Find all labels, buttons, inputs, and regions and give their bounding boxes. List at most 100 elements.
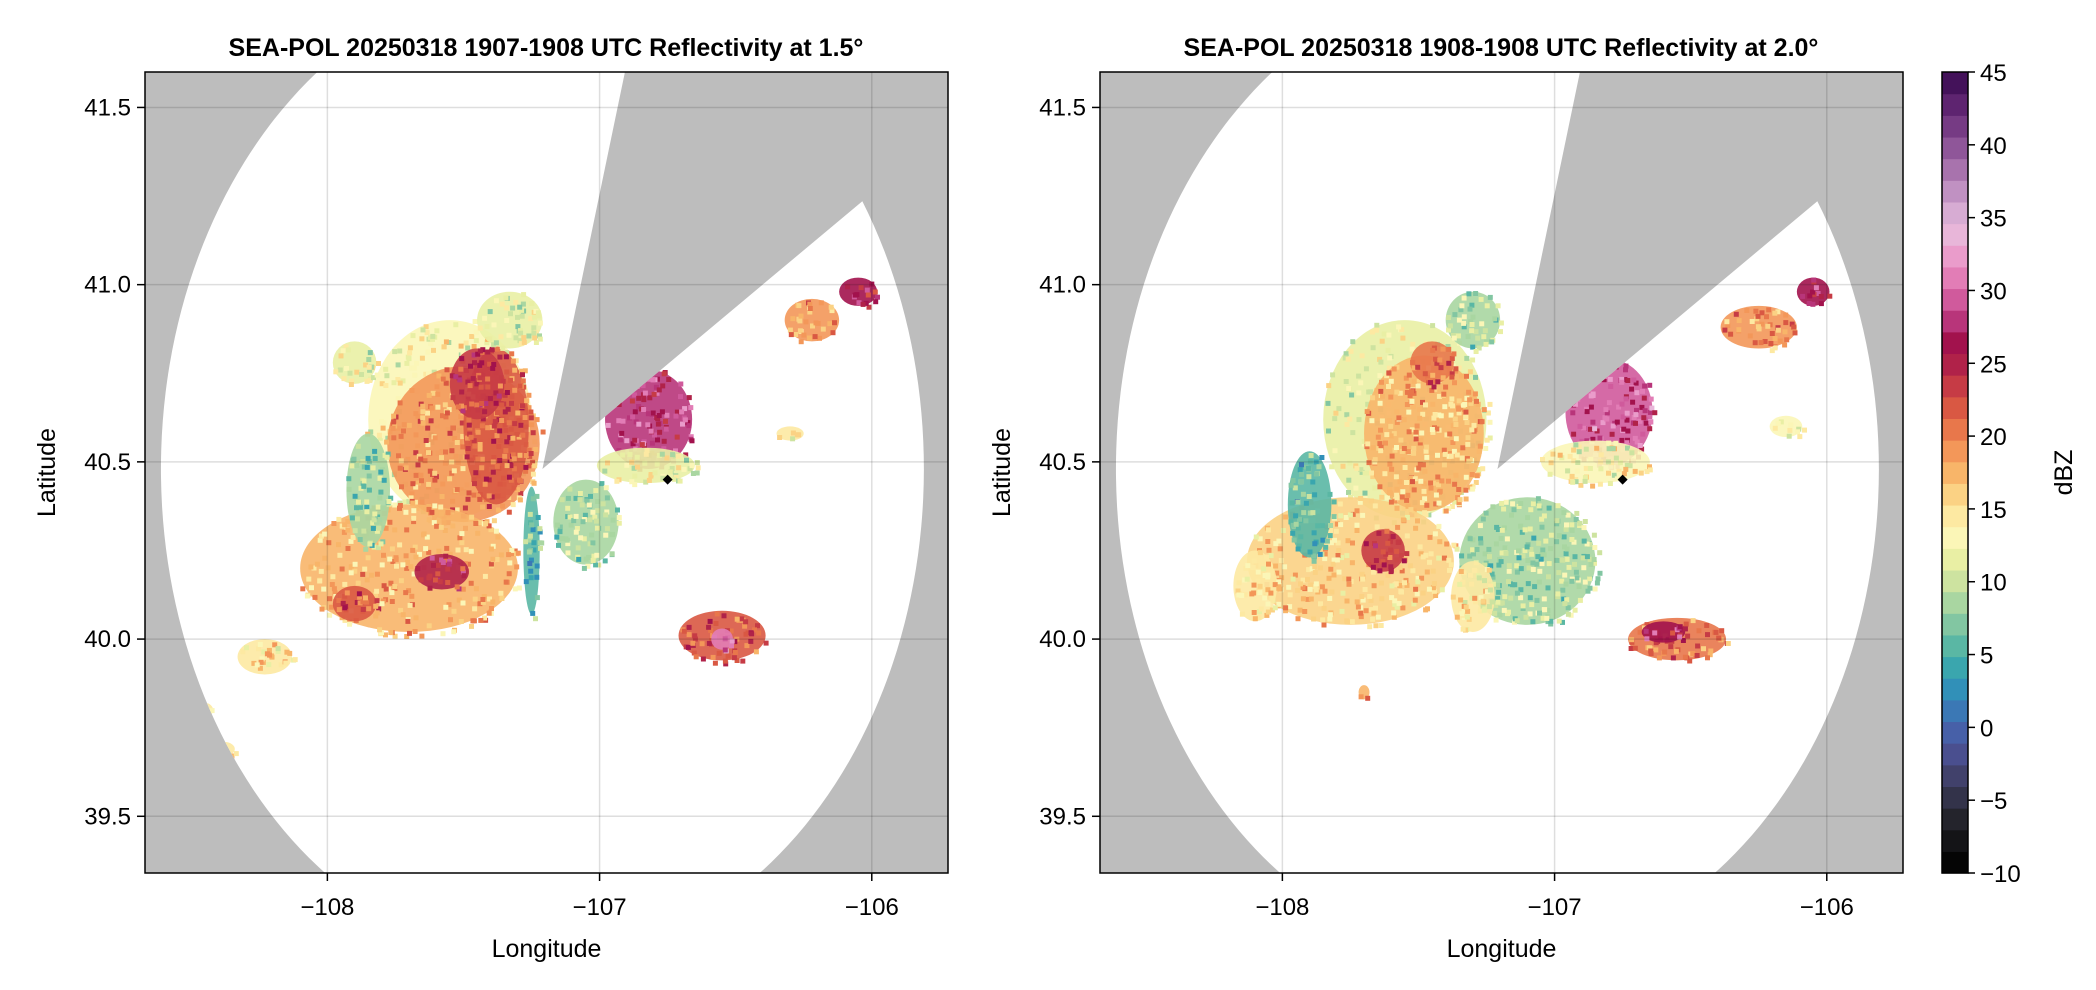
echo-pixel [497, 383, 503, 389]
echo-pixel [723, 661, 729, 667]
echo-pixel [1591, 557, 1597, 562]
echo-pixel [412, 499, 418, 505]
y-tick-label: 41.0 [1039, 272, 1086, 299]
echo-pixel [518, 491, 524, 497]
echo-pixel [364, 577, 370, 583]
echo-pixel [512, 367, 518, 373]
echo-pixel [473, 470, 479, 476]
echo-pixel [1434, 426, 1440, 432]
echo-pixel [676, 465, 682, 471]
echo-pixel [414, 360, 419, 366]
echo-pixel [873, 299, 879, 305]
echo-pixel [656, 453, 662, 458]
echo-pixel [1496, 589, 1502, 595]
colorbar-swatch [1942, 331, 1968, 355]
echo-pixel [856, 300, 862, 306]
echo-pixel [686, 395, 692, 401]
echo-pixel [1640, 431, 1646, 437]
echo-pixel [1475, 335, 1481, 341]
echo-pixel [373, 613, 379, 619]
echo-pixel [1495, 596, 1501, 602]
echo-pixel [1597, 570, 1603, 576]
echo-pixel [515, 410, 521, 416]
echo-pixel [691, 650, 697, 656]
echo-pixel [1428, 551, 1434, 557]
echo-pixel [554, 522, 560, 528]
echo-pixel [1306, 494, 1312, 499]
echo-pixel [1360, 512, 1366, 518]
echo-pixel [1315, 523, 1321, 529]
echo-pixel [813, 320, 819, 326]
echo-pixel [594, 525, 600, 531]
echo-pixel [1456, 410, 1462, 416]
echo-pixel [1464, 395, 1470, 401]
echo-pixel [845, 284, 851, 290]
echo-pixel [1772, 345, 1778, 351]
echo-pixel [673, 448, 678, 454]
colorbar-swatch [1942, 808, 1968, 831]
echo-pixel [714, 611, 720, 617]
echo-pixel [1392, 598, 1398, 604]
echo-pixel [604, 495, 610, 501]
echo-pixel [1492, 610, 1498, 616]
echo-pixel [424, 330, 430, 336]
echo-pixel [1322, 551, 1328, 557]
echo-pixel [1384, 528, 1390, 534]
echo-pixel [518, 328, 523, 334]
echo-pixel [497, 354, 503, 360]
echo-pixel [1308, 596, 1314, 602]
echo-pixel [632, 409, 638, 415]
echo-pixel [1696, 628, 1702, 634]
echo-pixel [439, 494, 445, 499]
echo-pixel [460, 444, 466, 450]
echo-pixel [317, 537, 323, 543]
echo-pixel [1775, 420, 1781, 426]
echo-pixel [537, 333, 542, 339]
echo-pixel [1501, 506, 1507, 512]
echo-pixel [1378, 359, 1384, 365]
echo-pixel [380, 425, 386, 431]
echo-pixel [1342, 355, 1348, 361]
x-tick-label: −108 [1255, 894, 1309, 921]
echo-pixel [364, 378, 370, 384]
echo-pixel [659, 409, 665, 415]
echo-pixel [1511, 507, 1517, 513]
echo-pixel [480, 504, 486, 510]
colorbar-tick-label: 15 [1980, 497, 2007, 524]
echo-pixel [1378, 623, 1384, 628]
echo-pixel [1639, 446, 1645, 452]
echo-pixel [366, 473, 372, 479]
echo-pixel [418, 577, 424, 583]
echo-pixel [364, 504, 370, 510]
echo-pixel [1576, 449, 1582, 455]
echo-pixel [707, 618, 713, 624]
echo-pixel [365, 455, 371, 461]
echo-pixel [584, 498, 590, 504]
echo-pixel [1436, 555, 1442, 561]
echo-pixel [508, 377, 513, 383]
echo-pixel [655, 416, 661, 422]
echo-pixel [458, 619, 464, 624]
echo-pixel [1282, 564, 1288, 570]
echo-pixel [687, 466, 693, 472]
echo-pixel [392, 527, 398, 533]
echo-pixel [484, 340, 490, 346]
echo-pixel [1386, 365, 1392, 371]
echo-pixel [1528, 507, 1534, 513]
echo-pixel [1375, 434, 1381, 440]
echo-pixel [428, 418, 434, 424]
echo-pixel [1695, 643, 1701, 649]
echo-pixel [1428, 380, 1433, 386]
echo-pixel [461, 405, 467, 411]
colorbar-swatch [1942, 699, 1968, 723]
echo-pixel [431, 562, 436, 568]
echo-pixel [391, 380, 397, 386]
echo-pixel [1576, 444, 1582, 450]
echo-pixel [1510, 501, 1516, 507]
echo-pixel [475, 351, 481, 357]
echo-pixel [1545, 585, 1551, 591]
echo-pixel [376, 361, 381, 366]
echo-pixel [645, 411, 651, 417]
echo-pixel [710, 654, 716, 660]
echo-pixel [556, 542, 561, 548]
